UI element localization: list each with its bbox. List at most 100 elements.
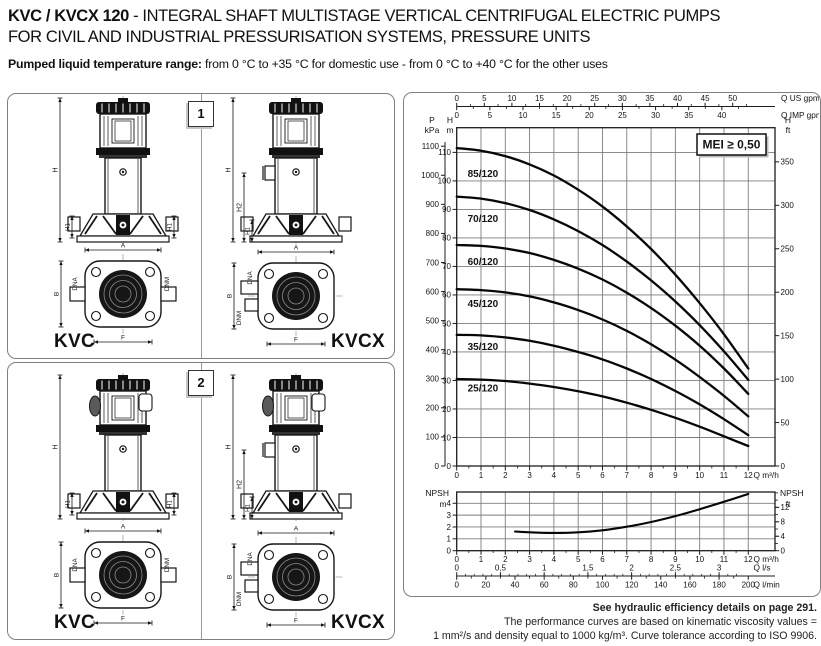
svg-text:25/120: 25/120 (468, 383, 499, 394)
svg-text:20: 20 (585, 111, 594, 120)
svg-text:H1: H1 (245, 227, 251, 235)
pump-top-view-kvcx-2: DNA DNM B A F (226, 526, 344, 628)
temperature-range-text: from 0 °C to +35 °C for domestic use - f… (201, 57, 608, 71)
page-title-line2: FOR CIVIL AND INDUSTRIAL PRESSURISATION … (8, 28, 591, 46)
svg-text:1: 1 (542, 564, 547, 573)
svg-text:12: 12 (744, 471, 753, 480)
svg-text:DNA: DNA (247, 271, 254, 285)
svg-text:H1: H1 (167, 223, 173, 231)
svg-text:60: 60 (442, 291, 451, 300)
svg-text:F: F (294, 337, 298, 344)
pump-top-view-kvc-2: DNA DNM B A F (53, 524, 177, 626)
svg-text:H: H (52, 444, 59, 449)
svg-text:6: 6 (600, 471, 605, 480)
model-label-kvc-2: KVC (54, 612, 96, 633)
svg-text:m: m (446, 125, 453, 135)
pump-drawings-panel-2: H H1 H1 DNA DNM B A F H H2 H1 DNA DNM B A F (52, 373, 352, 628)
svg-text:ft: ft (786, 125, 791, 135)
svg-text:30: 30 (651, 111, 660, 120)
svg-text:90: 90 (442, 205, 451, 214)
svg-text:NPSH: NPSH (780, 488, 804, 498)
svg-text:3: 3 (527, 471, 532, 480)
svg-text:A: A (294, 245, 299, 252)
svg-text:350: 350 (781, 158, 795, 167)
svg-text:F: F (121, 335, 125, 342)
svg-text:8: 8 (649, 555, 654, 564)
svg-text:1,5: 1,5 (582, 564, 594, 573)
svg-text:2: 2 (503, 471, 508, 480)
svg-text:20: 20 (481, 581, 490, 590)
svg-text:900: 900 (426, 200, 440, 209)
model-label-kvcx-1: KVCX (331, 331, 385, 352)
svg-text:0: 0 (454, 564, 459, 573)
svg-text:5: 5 (576, 471, 581, 480)
pump-side-view-kvcx-2: H H2 H1 (225, 373, 352, 521)
title-description: - INTEGRAL SHAFT MULTISTAGE VERTICAL CEN… (128, 7, 721, 25)
svg-text:80: 80 (569, 581, 578, 590)
footer-notes: See hydraulic efficiency details on page… (257, 601, 817, 643)
footer-efficiency-note: See hydraulic efficiency details on page… (592, 602, 817, 614)
curve-85-120 (455, 146, 750, 370)
svg-text:9: 9 (673, 471, 678, 480)
svg-text:7: 7 (625, 555, 630, 564)
svg-text:0: 0 (454, 471, 459, 480)
footer-viscosity-note-2: 1 mm²/s and density equal to 1000 kg/m³.… (433, 630, 817, 642)
pump-drawings-panel-1: H H1 H1 DNA DNM B A F H H2 H1 DNA DNM B A F (52, 96, 352, 347)
footer-viscosity-note-1: The performance curves are based on kine… (504, 616, 817, 628)
performance-curves: 85/120 70/120 60/120 45/120 35/120 25/120 (455, 146, 750, 448)
panel-divider (201, 94, 202, 358)
svg-text:35: 35 (684, 111, 693, 120)
mei-badge: MEI ≥ 0,50 (696, 133, 769, 158)
svg-text:H: H (52, 167, 59, 172)
svg-text:1: 1 (479, 555, 484, 564)
page-title-line1: KVC / KVCX 120 - INTEGRAL SHAFT MULTISTA… (8, 6, 813, 27)
pump-top-view-kvcx-1: DNA DNM B A F (226, 245, 344, 347)
svg-text:5: 5 (576, 555, 581, 564)
svg-text:Q l/s: Q l/s (754, 563, 771, 573)
svg-text:45/120: 45/120 (468, 299, 499, 310)
svg-text:100: 100 (426, 433, 440, 442)
curve-60-120 (455, 243, 750, 396)
svg-text:800: 800 (426, 229, 440, 238)
svg-text:2: 2 (447, 523, 452, 532)
svg-text:1000: 1000 (421, 171, 439, 180)
curve-70-120 (455, 195, 750, 382)
svg-text:B: B (53, 573, 60, 577)
svg-text:NPSH: NPSH (425, 488, 449, 498)
svg-text:600: 600 (426, 287, 440, 296)
svg-text:0: 0 (447, 462, 452, 471)
svg-text:60/120: 60/120 (468, 257, 499, 268)
svg-text:200: 200 (426, 404, 440, 413)
svg-text:4: 4 (552, 471, 557, 480)
svg-text:30: 30 (618, 94, 627, 103)
svg-text:10: 10 (695, 555, 704, 564)
svg-text:0: 0 (781, 547, 786, 556)
main-flow-axis-m3h: 0 1 2 3 4 5 6 7 8 9 10 11 12 Q m³/h (454, 466, 779, 480)
svg-text:0,5: 0,5 (495, 564, 507, 573)
svg-text:F: F (121, 616, 125, 623)
svg-text:0: 0 (454, 94, 459, 103)
performance-chart: 0 5 10 15 20 25 30 35 40 45 500 5 10 15 20 25 30 35 40Q US… (421, 93, 819, 590)
pump-side-view-kvcx-1: H H2 H1 (225, 96, 352, 244)
svg-text:Q l/min: Q l/min (754, 580, 781, 590)
svg-text:30: 30 (442, 376, 451, 385)
svg-text:250: 250 (781, 245, 795, 254)
svg-text:9: 9 (673, 555, 678, 564)
svg-text:1100: 1100 (422, 142, 440, 151)
svg-text:4: 4 (781, 532, 786, 541)
svg-text:11: 11 (720, 555, 729, 564)
svg-text:H1: H1 (245, 504, 251, 512)
pump-side-view-kvc-2: H H1 H1 (52, 373, 179, 521)
svg-text:A: A (121, 243, 126, 250)
panel-number-badge-2: 2 (188, 370, 214, 396)
svg-text:10: 10 (695, 471, 704, 480)
svg-text:H1: H1 (167, 500, 173, 508)
top-flow-axes: 0 5 10 15 20 25 30 35 40 45 500 5 10 15 20 25 30 35 40Q US… (454, 93, 819, 120)
svg-text:200: 200 (742, 581, 756, 590)
dimensional-drawing-panel-1: H H1 H1 DNA DNM B A F H H2 H1 DNA DNM B A F 1 KVC KVCX (7, 93, 395, 359)
svg-text:1: 1 (479, 471, 484, 480)
svg-text:40: 40 (673, 94, 682, 103)
svg-text:DNA: DNA (247, 552, 254, 566)
svg-text:5: 5 (488, 111, 493, 120)
